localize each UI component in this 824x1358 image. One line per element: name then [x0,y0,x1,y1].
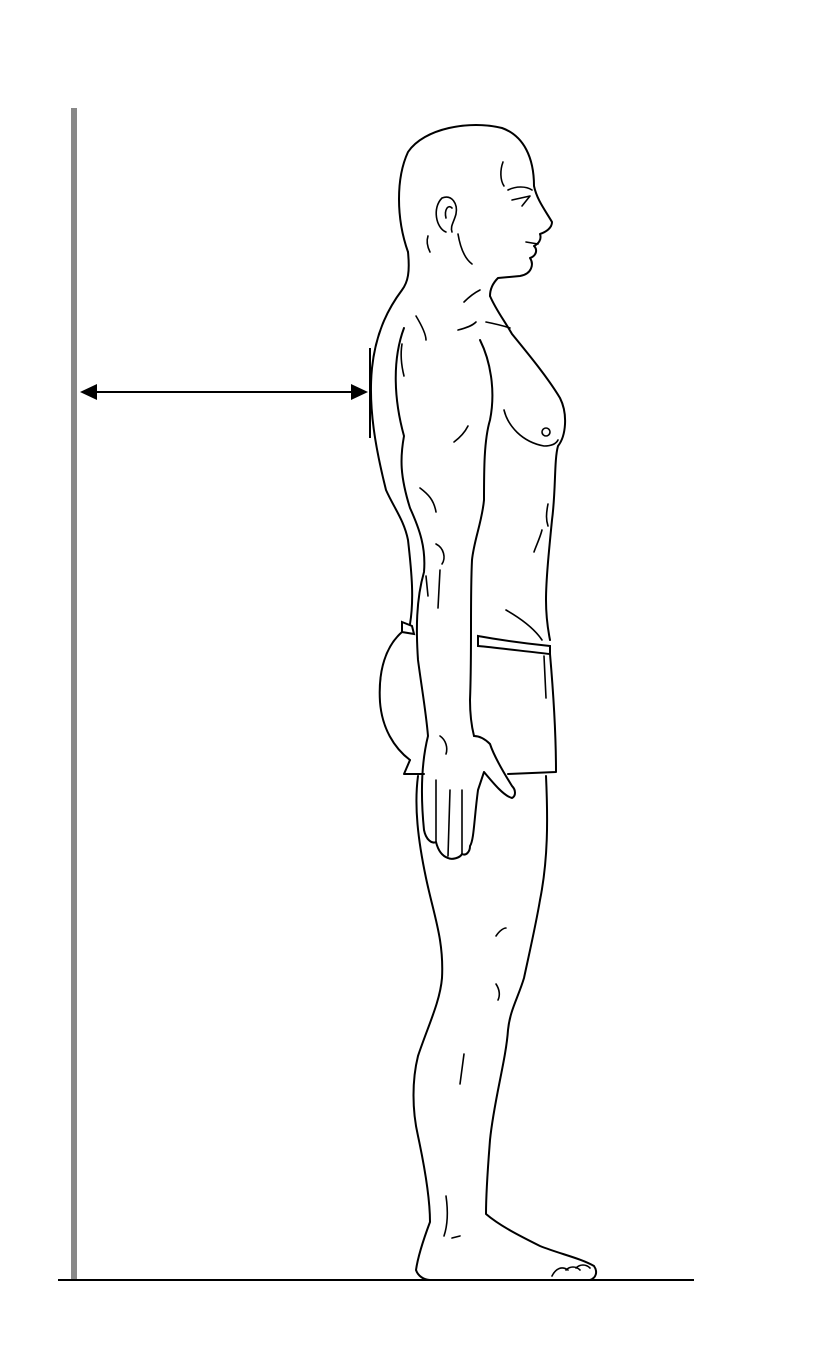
leg-back [412,775,444,1281]
waistband-front [477,634,551,656]
head-outline [398,124,553,297]
eye [511,195,531,207]
human-figure [369,124,598,1281]
arm-front [469,339,494,737]
double-arrow-icon [80,384,368,400]
buttocks [378,631,411,761]
back-outline [369,251,414,625]
leg-front [429,775,598,1281]
chest-outline [489,295,566,641]
arm-outline [394,327,516,860]
eyebrow [507,186,533,191]
shorts-outline [403,653,557,775]
waistband [401,620,416,636]
wall [71,108,77,1280]
nipple [541,427,551,437]
ear [435,196,458,233]
